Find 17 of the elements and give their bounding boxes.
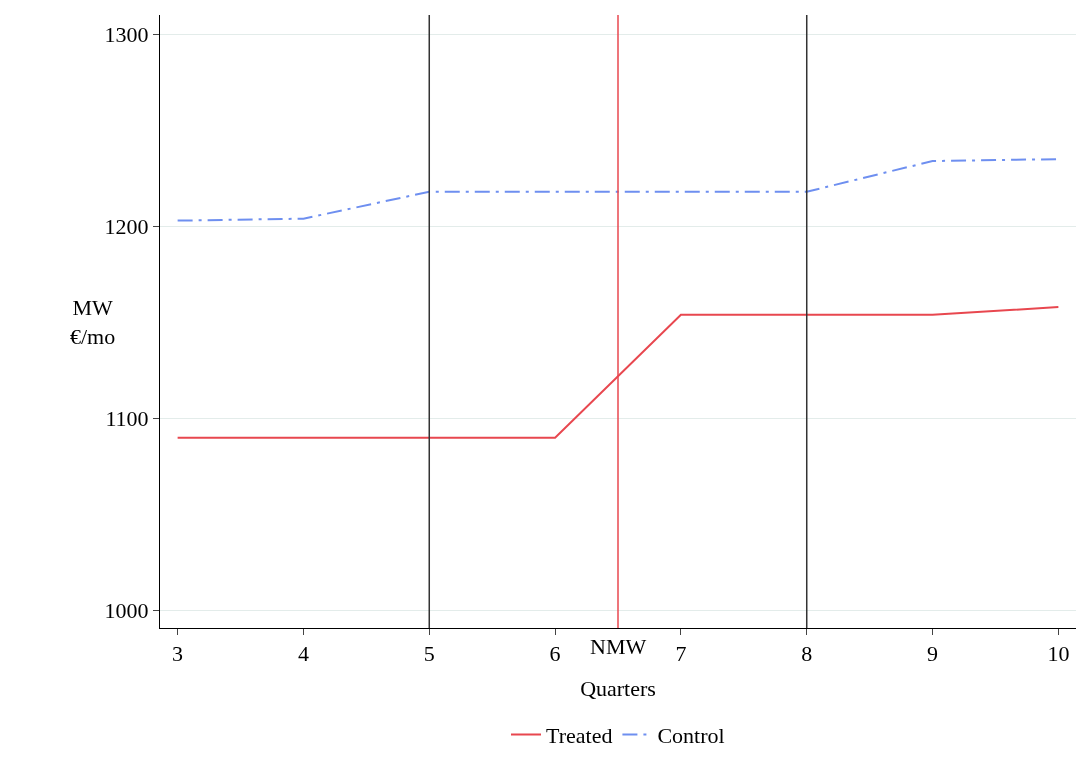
legend-label: Control: [657, 723, 725, 749]
x-tick-label: 7: [675, 641, 687, 667]
y-axis-title: MW €/mo: [70, 295, 116, 349]
x-axis-title: Quarters: [580, 676, 656, 702]
x-tick-label: 8: [801, 641, 813, 667]
y-tick-label: 1000: [104, 598, 149, 624]
x-tick-label: 9: [927, 641, 939, 667]
y-tick-label: 1200: [104, 214, 149, 240]
y-tick-label: 1300: [104, 21, 149, 47]
x-tick-label: 10: [1047, 641, 1070, 667]
y-tick-label: 1100: [105, 406, 149, 432]
legend-label: Treated: [546, 723, 613, 749]
x-tick-label: 6: [549, 641, 561, 667]
x-tick-label: 5: [423, 641, 435, 667]
x-tick-label: 3: [172, 641, 184, 667]
ref-line-label: NMW: [590, 634, 647, 659]
x-tick-label: 4: [297, 641, 309, 667]
